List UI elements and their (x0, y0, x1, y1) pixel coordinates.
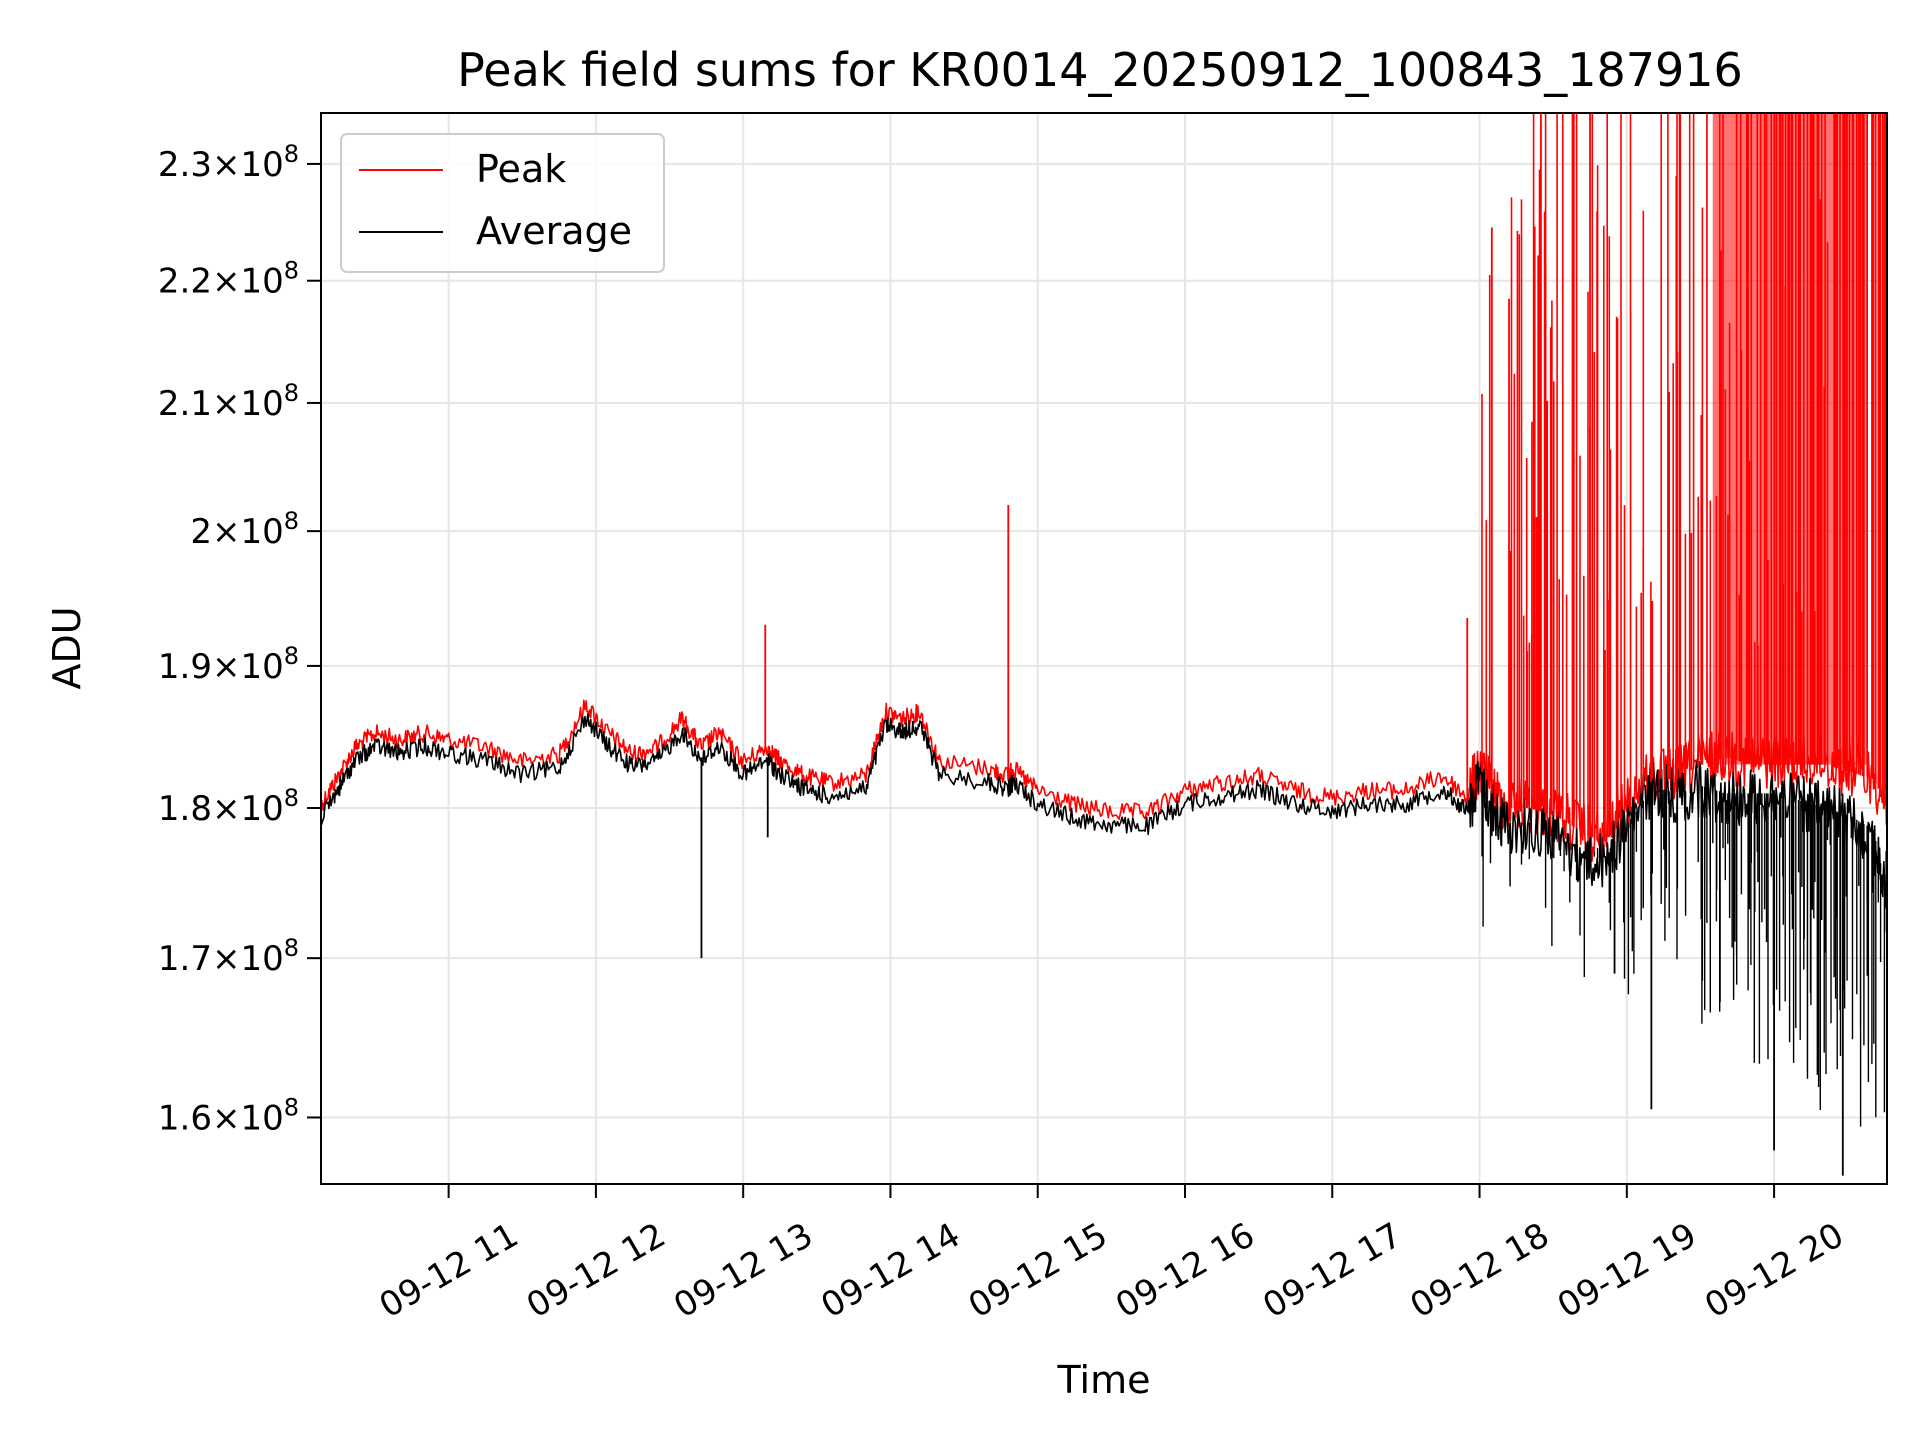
y-tick-label: 1.9×108 (158, 642, 299, 687)
series-line-average (320, 713, 1888, 909)
peak-dense-band (1712, 113, 1867, 765)
x-axis-label: Time (1057, 1358, 1151, 1402)
plot-frame (320, 112, 1888, 1185)
legend-label-average: Average (476, 209, 632, 253)
average-noise-spikes (1481, 779, 1887, 1127)
y-tick-label: 1.8×108 (158, 784, 299, 829)
legend: Peak Average (340, 133, 665, 273)
y-axis: 1.6×108 1.7×108 1.8×108 1.9×108 2×108 2.1×108… (158, 140, 321, 1138)
chart-title: Peak field sums for KR0014_20250912_1008… (457, 43, 1743, 97)
legend-box (340, 133, 665, 273)
y-tick-label: 2×108 (190, 507, 299, 552)
y-tick-label: 2.3×108 (158, 140, 299, 185)
series-layer (320, 113, 1888, 1176)
y-tick-label: 2.1×108 (158, 379, 299, 424)
y-axis-label: ADU (45, 606, 89, 689)
y-tick-label: 1.6×108 (158, 1093, 299, 1138)
legend-label-peak: Peak (476, 147, 566, 191)
y-tick-label: 1.7×108 (158, 934, 299, 979)
y-tick-label: 2.2×108 (158, 257, 299, 302)
